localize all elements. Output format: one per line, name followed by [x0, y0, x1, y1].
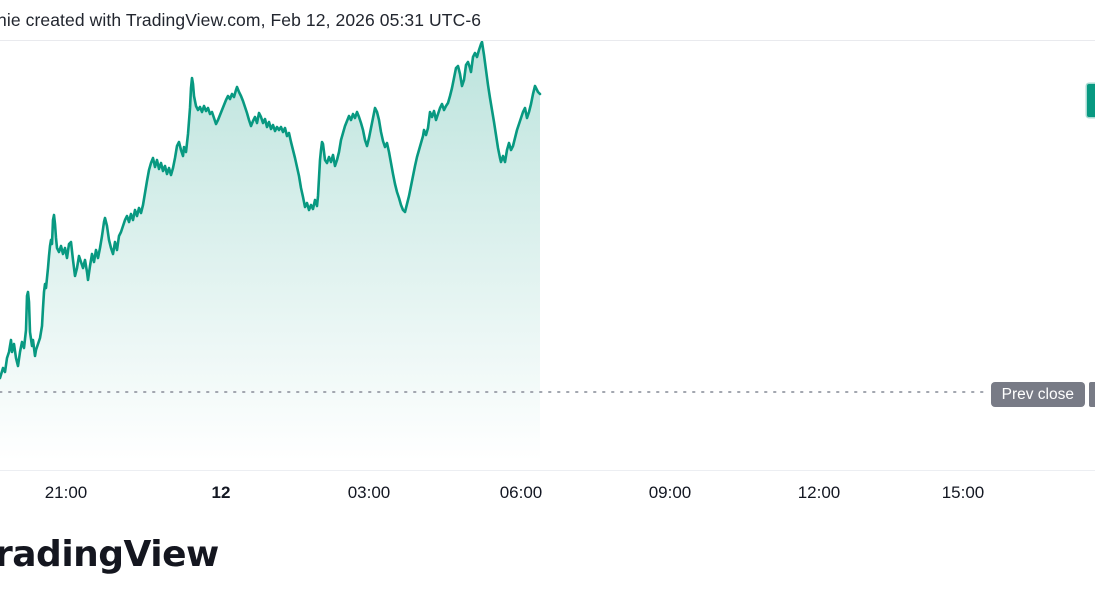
last-price-tag — [1087, 84, 1095, 117]
time-axis-label: 15:00 — [941, 482, 985, 502]
prev-close-label: Prev close — [1001, 386, 1074, 403]
time-axis-label: 03:00 — [347, 482, 391, 502]
time-axis-label: 09:00 — [648, 482, 692, 502]
time-axis-label: 21:00 — [44, 482, 88, 502]
attribution-text: nie created with TradingView.com, Feb 12… — [0, 9, 482, 30]
price-line — [0, 41, 542, 380]
area-fill — [0, 42, 540, 461]
time-axis[interactable]: 21:00 12 03:00 06:00 09:00 12:00 15:00 — [0, 470, 1095, 515]
time-axis-label: 06:00 — [499, 482, 543, 502]
chart-plot-area[interactable]: Prev close — [0, 41, 1095, 470]
prev-close-price-tag — [1089, 382, 1095, 407]
time-axis-label: 12 — [211, 482, 231, 502]
footer: radingView — [0, 514, 1095, 600]
attribution-bar: nie created with TradingView.com, Feb 12… — [0, 0, 1095, 41]
tradingview-logo[interactable]: radingView — [0, 534, 219, 575]
price-area-chart — [0, 41, 984, 461]
time-axis-label: 12:00 — [797, 482, 841, 502]
prev-close-badge: Prev close — [990, 382, 1085, 407]
